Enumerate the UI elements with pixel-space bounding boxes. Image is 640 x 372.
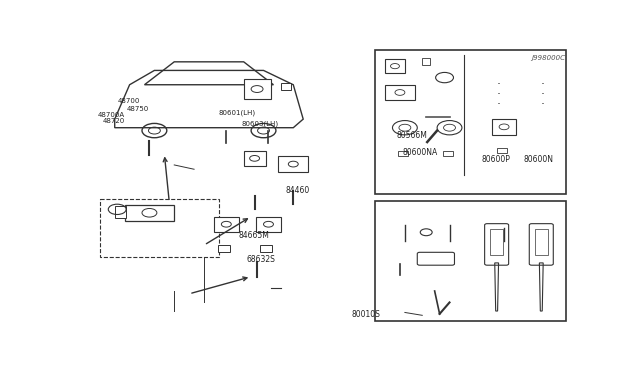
Text: 80600NA: 80600NA	[403, 148, 438, 157]
Text: 48700A: 48700A	[97, 112, 125, 118]
Bar	[256, 217, 281, 232]
Bar	[422, 58, 429, 65]
Text: 80601(LH): 80601(LH)	[219, 109, 256, 116]
Bar	[385, 85, 415, 100]
Text: 80010S: 80010S	[352, 310, 381, 318]
Bar	[534, 230, 548, 255]
Bar	[375, 201, 566, 321]
FancyBboxPatch shape	[417, 252, 454, 265]
Text: 48750: 48750	[127, 106, 149, 112]
Bar	[244, 151, 266, 166]
Bar	[497, 148, 507, 154]
Text: 84460: 84460	[286, 186, 310, 195]
FancyBboxPatch shape	[484, 224, 509, 265]
Bar	[244, 79, 271, 99]
Text: 80600P: 80600P	[482, 155, 511, 164]
Bar	[443, 151, 453, 156]
Text: 48700: 48700	[117, 97, 140, 104]
Bar	[492, 119, 516, 135]
Text: 84665M: 84665M	[239, 231, 269, 240]
Bar	[115, 206, 125, 218]
Text: 80566M: 80566M	[396, 131, 428, 140]
Bar	[218, 245, 230, 252]
Bar	[260, 245, 273, 252]
Bar	[281, 83, 291, 90]
Bar	[100, 199, 219, 257]
Bar	[278, 156, 308, 172]
Bar	[490, 230, 503, 255]
Text: 80600N: 80600N	[524, 155, 554, 164]
FancyBboxPatch shape	[529, 224, 554, 265]
Bar	[399, 151, 408, 156]
Bar	[375, 50, 566, 193]
Text: 48720: 48720	[102, 118, 125, 124]
Text: 80603(LH): 80603(LH)	[241, 121, 278, 127]
Text: J998000C: J998000C	[531, 55, 565, 61]
Bar	[125, 205, 174, 221]
Bar	[214, 217, 239, 232]
Bar	[385, 59, 405, 73]
Text: 68632S: 68632S	[246, 255, 275, 264]
